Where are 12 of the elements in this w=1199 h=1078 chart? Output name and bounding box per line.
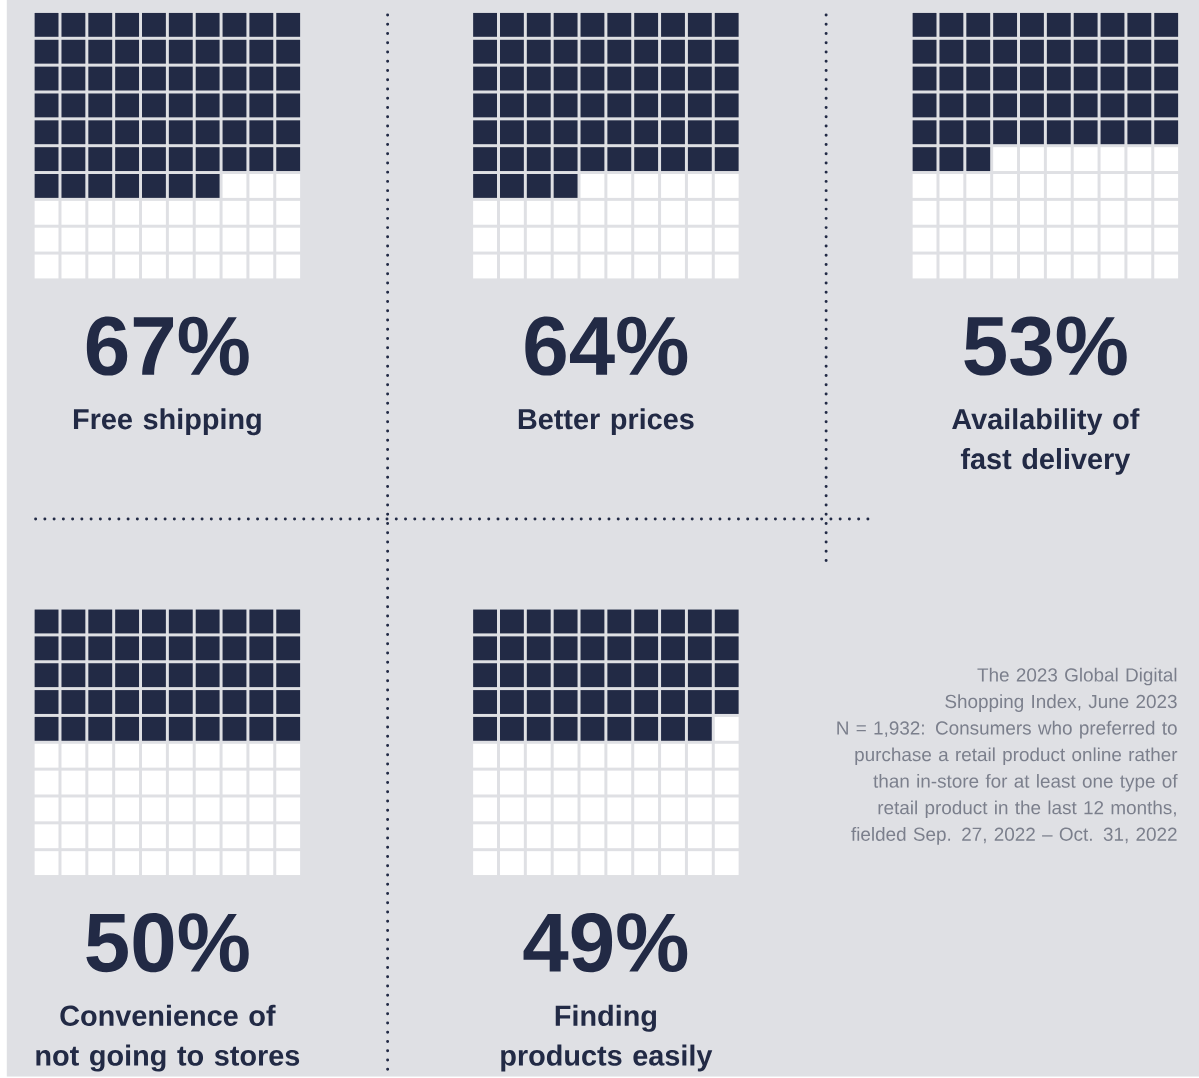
data-label: 53% (964, 316, 1127, 376)
data-label: 50% (86, 912, 249, 973)
data-label: 64% (525, 316, 688, 376)
category-label: Finding products easily (501, 1004, 713, 1072)
text: The 2023 Global Digital Shopping Index, June 2023 (945, 667, 1177, 712)
category-label: Free shipping (73, 408, 261, 436)
data-label: 67% (86, 316, 249, 376)
category-label: Availability of fast delivery (952, 408, 1140, 475)
data-label: 49% (523, 912, 688, 973)
text: N = 1,932: Consumers who preferred to purchase a retail product online rather than in-store for at least one type of retail product in the last 12 months, fielded Sep. 27, 2022 – Oct. 31, 2022 (837, 720, 1178, 845)
category-label: Better prices (518, 408, 694, 435)
category-label: Convenience of not going to stores (36, 1004, 300, 1072)
